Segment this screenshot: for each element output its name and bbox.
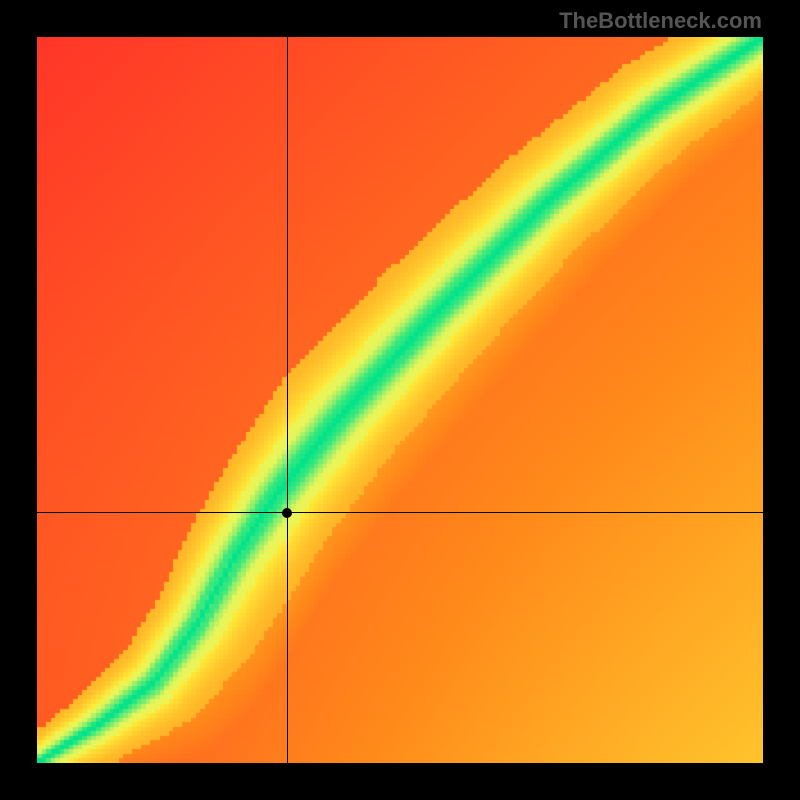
- heatmap-canvas: [37, 37, 763, 763]
- crosshair-horizontal: [37, 512, 763, 513]
- data-point-marker: [282, 508, 292, 518]
- watermark-text: TheBottleneck.com: [559, 8, 762, 34]
- crosshair-vertical: [287, 37, 288, 763]
